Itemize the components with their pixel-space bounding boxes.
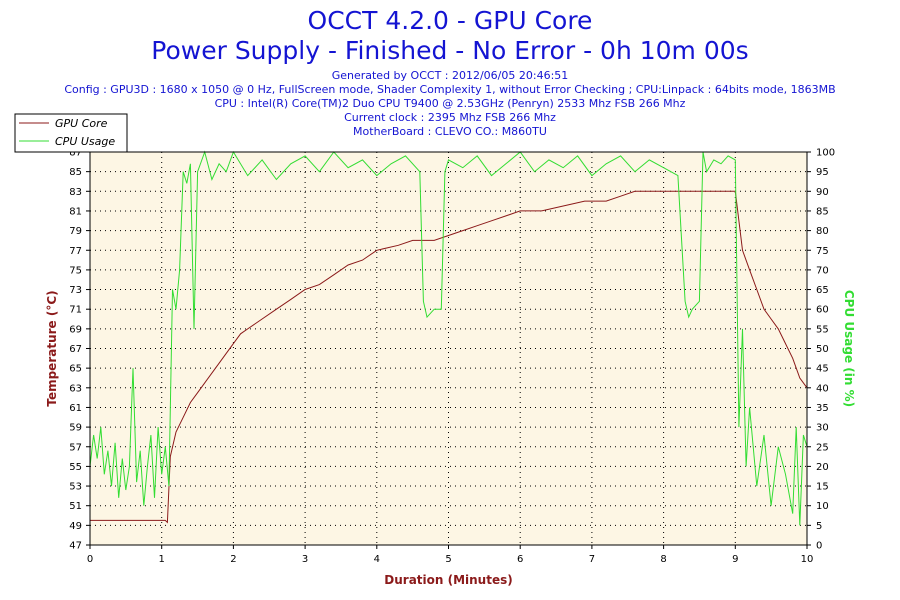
y-left-tick-label: 79 <box>69 226 82 237</box>
y-left-tick-label: 75 <box>69 265 82 276</box>
legend-label-cpu: CPU Usage <box>55 135 115 148</box>
y-left-tick-label: 67 <box>69 344 82 355</box>
y-right-tick-label: 85 <box>816 206 829 217</box>
generated-info: Generated by OCCT : 2012/06/05 20:46:51 <box>331 69 569 82</box>
y-left-tick-label: 85 <box>69 167 82 178</box>
y-left-tick-label: 61 <box>69 403 82 414</box>
y-right-tick-label: 90 <box>816 187 829 198</box>
y-left-tick-label: 51 <box>69 501 82 512</box>
y-left-tick-label: 81 <box>69 206 82 217</box>
x-tick-label: 4 <box>374 554 380 565</box>
y-right-tick-label: 20 <box>816 462 829 473</box>
y-right-tick-label: 55 <box>816 324 829 335</box>
y-left-tick-label: 63 <box>69 383 82 394</box>
y-left-tick-label: 59 <box>69 423 82 434</box>
legend-label-gpu: GPU Core <box>55 117 108 130</box>
y-right-tick-label: 60 <box>816 305 829 316</box>
y-right-tick-label: 100 <box>816 148 835 159</box>
y-left-tick-label: 53 <box>69 482 82 493</box>
x-tick-label: 1 <box>159 554 165 565</box>
y-right-tick-label: 40 <box>816 383 829 394</box>
tick-labels: 0 1 2 3 4 5 6 7 8 9 104749515355575961636567697173… <box>69 148 835 566</box>
y-right-tick-label: 45 <box>816 364 829 375</box>
cpu-info: CPU : Intel(R) Core(TM)2 Duo CPU T9400 @… <box>214 97 686 110</box>
y-left-tick-label: 73 <box>69 285 82 296</box>
plot-area <box>90 152 807 545</box>
y-left-tick-label: 57 <box>69 442 82 453</box>
y-axis-right-title: CPU Usage (in %) <box>842 290 856 407</box>
config-info: Config : GPU3D : 1680 x 1050 @ 0 Hz, Ful… <box>64 83 836 96</box>
x-tick-label: 8 <box>660 554 666 565</box>
y-right-tick-label: 50 <box>816 344 829 355</box>
x-tick-label: 6 <box>517 554 523 565</box>
y-left-tick-label: 69 <box>69 324 82 335</box>
y-right-tick-label: 10 <box>816 501 829 512</box>
y-left-tick-label: 65 <box>69 364 82 375</box>
y-left-tick-label: 49 <box>69 521 82 532</box>
y-left-tick-label: 71 <box>69 305 82 316</box>
axes-group <box>86 151 811 549</box>
x-tick-label: 2 <box>230 554 236 565</box>
series-group <box>89 150 808 526</box>
x-tick-label: 10 <box>801 554 814 565</box>
y-left-tick-label: 83 <box>69 187 82 198</box>
clock-info: Current clock : 2395 Mhz FSB 266 Mhz <box>344 111 556 124</box>
chart-subtitle: Power Supply - Finished - No Error - 0h … <box>151 36 749 65</box>
series-line-cpu-usage <box>89 150 808 526</box>
y-left-tick-label: 47 <box>69 541 82 552</box>
x-tick-label: 9 <box>732 554 738 565</box>
grid-lines <box>90 152 807 545</box>
y-right-tick-label: 5 <box>816 521 822 532</box>
y-right-tick-label: 95 <box>816 167 829 178</box>
x-tick-label: 0 <box>87 554 93 565</box>
y-right-tick-label: 80 <box>816 226 829 237</box>
y-right-tick-label: 65 <box>816 285 829 296</box>
y-right-tick-label: 30 <box>816 423 829 434</box>
x-tick-label: 7 <box>589 554 595 565</box>
y-left-tick-label: 55 <box>69 462 82 473</box>
y-left-tick-label: 77 <box>69 246 82 257</box>
y-right-tick-label: 75 <box>816 246 829 257</box>
y-right-tick-label: 70 <box>816 265 829 276</box>
series-line-gpu-core <box>90 190 808 524</box>
y-right-tick-label: 25 <box>816 442 829 453</box>
y-right-tick-label: 35 <box>816 403 829 414</box>
y-right-tick-label: 0 <box>816 541 822 552</box>
plot-border <box>89 151 808 546</box>
y-left-tick-label: 87 <box>69 148 82 159</box>
x-tick-label: 3 <box>302 554 308 565</box>
legend-box <box>14 113 128 153</box>
y-axis-left-title: Temperature (°C) <box>45 290 59 406</box>
x-tick-label: 5 <box>445 554 451 565</box>
legend: GPU Core CPU Usage <box>14 113 128 153</box>
x-axis-title: Duration (Minutes) <box>384 573 512 587</box>
chart-title: OCCT 4.2.0 - GPU Core <box>307 6 593 35</box>
y-right-tick-label: 15 <box>816 482 829 493</box>
motherboard-info: MotherBoard : CLEVO CO.: M860TU <box>353 125 547 138</box>
